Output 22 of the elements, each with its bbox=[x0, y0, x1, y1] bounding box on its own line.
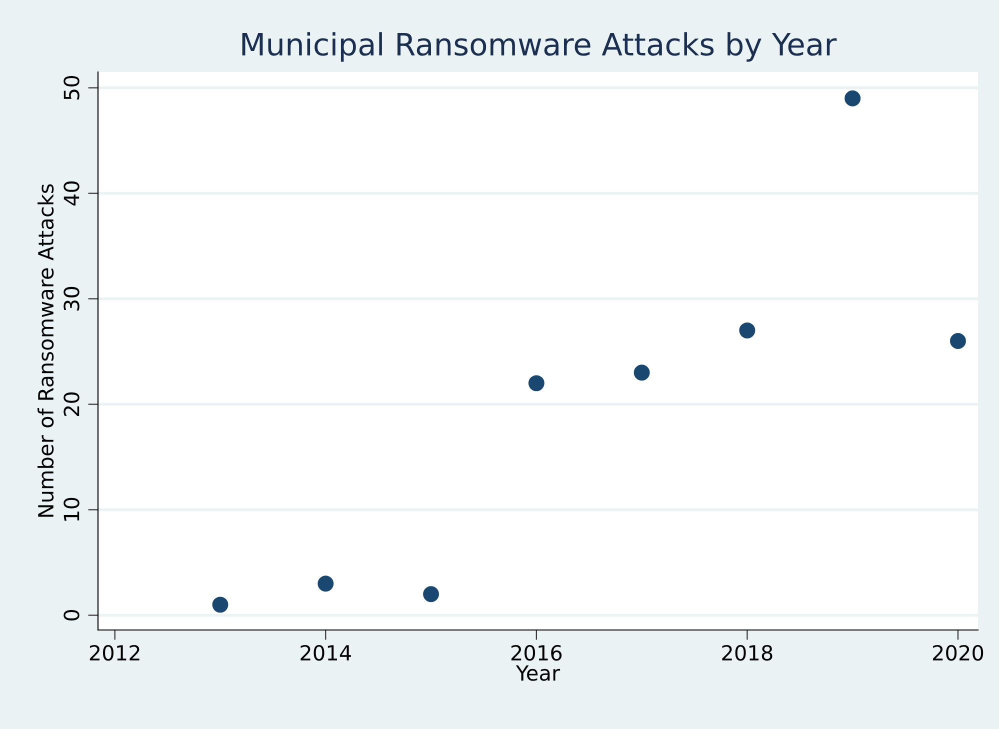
y-tick-label: 10 bbox=[64, 498, 80, 521]
x-tick-label: 2016 bbox=[511, 644, 562, 661]
x-tick-label: 2012 bbox=[90, 644, 140, 661]
point bbox=[739, 322, 756, 338]
point bbox=[212, 596, 228, 613]
x-axis-title: Year bbox=[516, 665, 560, 681]
point bbox=[950, 333, 966, 349]
y-axis-title: Number of Ransomware Attacks bbox=[38, 184, 54, 517]
y-tick-label: 20 bbox=[64, 392, 80, 416]
y-tick-label: 0 bbox=[64, 610, 80, 620]
x-tick-label: 2014 bbox=[300, 644, 351, 661]
point bbox=[318, 576, 334, 592]
y-tick-label: 40 bbox=[64, 181, 80, 206]
point bbox=[844, 90, 861, 106]
point bbox=[423, 586, 440, 602]
chart-title: Municipal Ransomware Attacks by Year bbox=[242, 32, 837, 62]
point bbox=[634, 364, 650, 381]
x-tick-label: 2018 bbox=[722, 644, 772, 661]
y-tick-label: 50 bbox=[64, 76, 80, 100]
x-tick-label: 2020 bbox=[932, 644, 984, 661]
y-tick-label: 30 bbox=[64, 286, 80, 310]
point bbox=[528, 375, 544, 392]
